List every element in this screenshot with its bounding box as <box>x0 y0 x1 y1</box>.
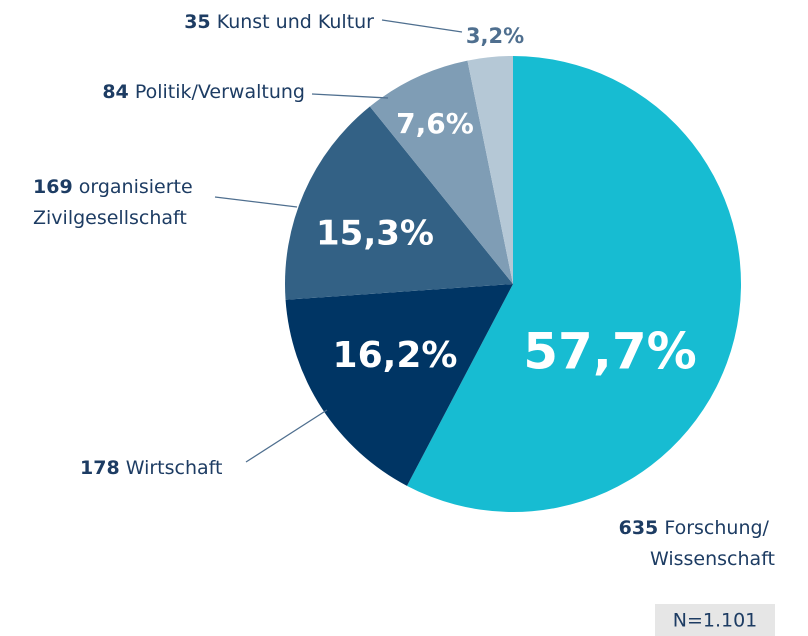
category-label: 84 Politik/Verwaltung <box>102 81 305 103</box>
category-label: 35 Kunst und Kultur <box>184 11 374 33</box>
category-line: Wirtschaft <box>126 457 223 479</box>
category: organisierte Zivilgesellschaft <box>33 176 199 229</box>
value-label: 57,7% <box>523 323 696 381</box>
count: 35 <box>184 11 210 33</box>
category-line: organisierte <box>79 176 193 198</box>
leader-line <box>311 93 389 99</box>
note-box <box>655 604 775 636</box>
pie-slice <box>369 60 513 284</box>
category-line: Politik/Verwaltung <box>135 81 305 103</box>
category-label: 178 Wirtschaft <box>80 457 222 479</box>
leader-line <box>245 409 328 463</box>
count: 635 <box>619 517 659 539</box>
pie-slice <box>285 284 513 486</box>
count: 84 <box>102 81 128 103</box>
note: N=1.101 <box>673 610 758 632</box>
count: 178 <box>80 457 120 479</box>
leader-line <box>214 196 298 208</box>
category: Forschung/ Wissenschaft <box>650 517 775 570</box>
value-label: 16,2% <box>333 335 458 376</box>
count: 169 <box>33 176 73 198</box>
category-line: Zivilgesellschaft <box>33 207 187 229</box>
category: Politik/Verwaltung <box>135 81 305 103</box>
category-label: 635 Forschung/ Wissenschaft <box>619 517 775 570</box>
category-line: Kunst und Kultur <box>217 11 374 33</box>
pie-slice <box>406 56 742 512</box>
category: Kunst und Kultur <box>217 11 374 33</box>
leader-line <box>381 19 463 33</box>
value-label: 15,3% <box>316 214 434 254</box>
category: Wirtschaft <box>126 457 223 479</box>
value-label: 7,6% <box>396 107 474 140</box>
value-label: 3,2% <box>466 24 524 48</box>
pie-slice <box>284 106 513 300</box>
category-line: Wissenschaft <box>650 548 775 570</box>
category-line: Forschung/ <box>664 517 769 539</box>
category-label: 169 organisierte Zivilgesellschaft <box>33 176 199 229</box>
pie-slice <box>467 56 513 284</box>
